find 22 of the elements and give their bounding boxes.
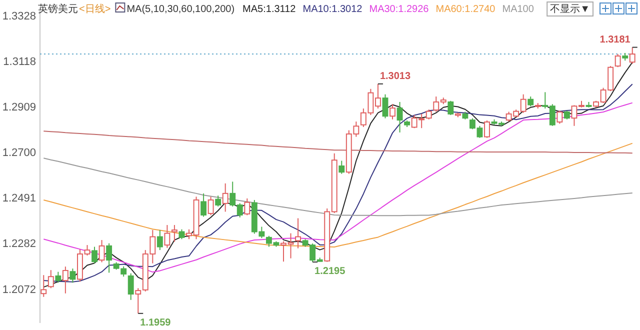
y-tick-label: 1.2909: [2, 102, 36, 114]
y-tick-label: 1.2491: [2, 192, 36, 205]
chart-subtitle: <日线>: [79, 3, 111, 15]
annotation: 1.3181: [600, 34, 631, 46]
text: MA10:1.3012: [302, 4, 363, 15]
chart-title: 英镑美元: [38, 3, 78, 15]
annotation: 不显示▼: [550, 4, 590, 15]
y-tick-label: 1.2072: [2, 284, 36, 296]
text: MA60:1.2740: [436, 4, 496, 15]
annotation: 1.1959: [140, 317, 172, 328]
text: MA5:1.3112: [242, 4, 296, 15]
line-series: [43, 158, 633, 216]
y-tick-label: 1.2282: [2, 238, 36, 250]
text: MA30:1.2926: [369, 4, 430, 15]
y-tick-label: 1.3118: [3, 56, 36, 68]
annotation: 1.2195: [314, 266, 346, 278]
y-tick-label: 1.2700: [2, 147, 36, 160]
text: MA100: [502, 4, 534, 15]
annotation: 1.3013: [380, 70, 411, 82]
y-tick-label: 1.3328: [2, 10, 36, 22]
line-series: [43, 130, 633, 154]
annotation: MA(5,10,30,60,100,200): [126, 4, 235, 15]
